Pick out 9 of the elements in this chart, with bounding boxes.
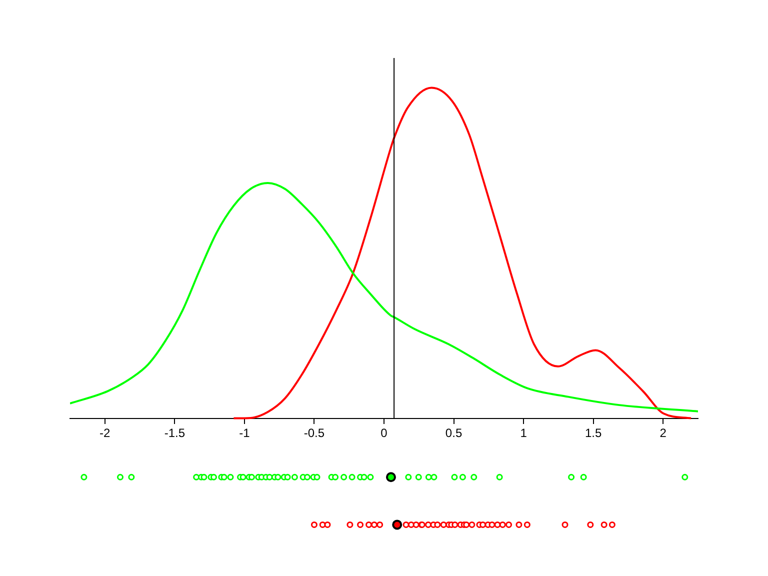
x-tick-label: 1.5 <box>584 426 602 440</box>
x-tick-label: -2 <box>100 426 111 440</box>
x-tick-label: 0 <box>380 426 388 440</box>
x-tick-label: 0.5 <box>445 426 462 440</box>
x-tick-label: 1 <box>520 426 528 440</box>
x-tick-label: 2 <box>660 426 667 440</box>
x-tick-label: -1 <box>239 426 250 440</box>
x-tick-label: -1.5 <box>164 426 186 440</box>
x-tick-label: -0.5 <box>304 426 325 440</box>
